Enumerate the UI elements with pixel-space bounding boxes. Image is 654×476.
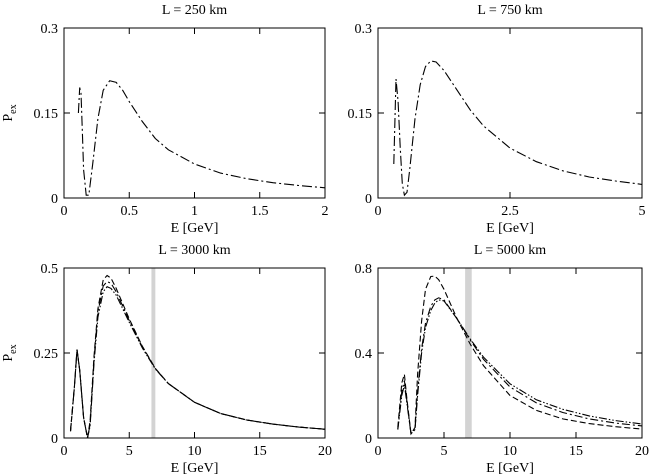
- y-tick-label: 0.15: [348, 107, 373, 122]
- energy-band: [151, 268, 156, 438]
- y-tick-label: 0.3: [355, 22, 373, 37]
- y-tick-label: 0.5: [41, 262, 59, 277]
- y-tick-label: 0.4: [355, 347, 373, 362]
- x-tick-label: 10: [503, 444, 517, 459]
- y-tick-label: 0: [365, 432, 372, 447]
- chart-panel-4: 0 5 10 15 20 0 0.4 0.8 L = 5000 km E [GeV]: [355, 243, 650, 476]
- x-tick-label: 1: [191, 204, 198, 219]
- x-tick-label: 5: [441, 444, 448, 459]
- y-axis-label-main: P: [1, 114, 16, 122]
- x-tick-label: 15: [569, 444, 583, 459]
- x-tick-label: 1.5: [251, 204, 269, 219]
- x-tick-label: 2: [322, 204, 329, 219]
- y-tick-label: 0: [51, 432, 58, 447]
- y-tick-label: 0.3: [41, 22, 59, 37]
- series-curve-dashed: [397, 275, 642, 436]
- chart-title: L = 250 km: [162, 3, 227, 18]
- y-tick-label: 0.25: [34, 347, 59, 362]
- x-axis-label: E [GeV]: [171, 221, 219, 236]
- y-axis-label: Pex: [1, 104, 19, 121]
- chart-title: L = 750 km: [477, 3, 542, 18]
- series-curve-dash-dot-dot: [69, 286, 325, 438]
- y-tick-label: 0.8: [355, 262, 373, 277]
- y-tick-label: 0: [51, 192, 58, 207]
- x-tick-label: 20: [318, 444, 332, 459]
- series-curve-dash-dot-dot: [397, 299, 642, 436]
- x-axis-label: E [GeV]: [486, 461, 534, 476]
- series-curve-1: [77, 80, 325, 196]
- series-curve-dash-dot: [397, 297, 642, 436]
- chart-panel-3: 0 5 10 15 20 0 0.25 0.5 L = 3000 km E [GeV] Pex: [1, 243, 332, 476]
- x-tick-label: 0: [375, 204, 382, 219]
- chart-title: L = 5000 km: [474, 243, 546, 258]
- y-tick-label: 0.15: [34, 107, 59, 122]
- x-tick-label: 20: [635, 444, 649, 459]
- chart-panel-1: 0 0.5 1 1.5 2 0 0.15 0.3 L = 250 km E [GeV] Pex: [1, 3, 329, 236]
- chart-title: L = 3000 km: [158, 243, 230, 258]
- y-axis-label-sub: ex: [8, 344, 19, 353]
- series-curve-1: [393, 60, 642, 197]
- x-axis-label: E [GeV]: [486, 221, 534, 236]
- x-tick-label: 5: [126, 444, 133, 459]
- x-tick-label: 0: [375, 444, 382, 459]
- y-axis-label-main: P: [1, 354, 16, 362]
- series-curve-dash-dot: [69, 280, 325, 438]
- x-tick-label: 10: [188, 444, 202, 459]
- plot-frame: [377, 267, 643, 439]
- series-curve-dashed: [69, 274, 325, 438]
- y-axis-label-sub: ex: [8, 104, 19, 113]
- plot-frame: [63, 27, 326, 199]
- x-tick-label: 0.5: [121, 204, 139, 219]
- chart-panel-2: 0 2.5 5 0 0.15 0.3 L = 750 km E [GeV]: [348, 3, 646, 236]
- x-tick-label: 2.5: [501, 204, 519, 219]
- x-axis-label: E [GeV]: [171, 461, 219, 476]
- plot-frame: [377, 27, 643, 199]
- x-tick-label: 15: [253, 444, 267, 459]
- y-tick-label: 0: [365, 192, 372, 207]
- x-tick-label: 0: [61, 204, 68, 219]
- y-axis-label: Pex: [1, 344, 19, 361]
- x-tick-label: 5: [639, 204, 646, 219]
- x-tick-label: 0: [61, 444, 68, 459]
- energy-band: [465, 268, 472, 438]
